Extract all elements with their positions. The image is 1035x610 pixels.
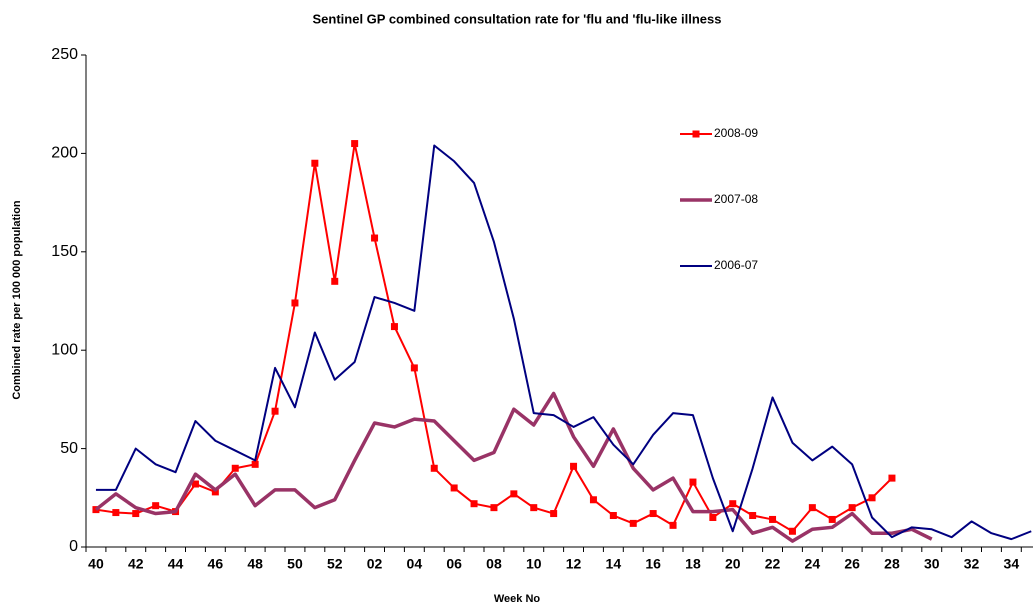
x-tick-label: 06 — [446, 556, 462, 572]
point-marker — [749, 512, 757, 520]
x-tick-label: 04 — [407, 556, 423, 572]
series-line — [95, 144, 1032, 541]
legend-label: 2007-08 — [714, 192, 758, 206]
point-marker — [769, 515, 777, 523]
x-tick-label: 10 — [526, 556, 542, 572]
point-marker — [669, 521, 677, 529]
y-tick-label: 100 — [51, 341, 78, 358]
y-tick-label: 50 — [60, 440, 78, 457]
legend-label: 2008-09 — [714, 126, 758, 140]
x-tick-label: 48 — [247, 556, 263, 572]
x-tick-label: 52 — [327, 556, 343, 572]
x-tick-label: 22 — [765, 556, 781, 572]
x-tick-label: 40 — [88, 556, 104, 572]
series-line — [95, 142, 893, 533]
x-tick-label: 24 — [805, 556, 821, 572]
point-marker — [729, 500, 737, 508]
point-marker — [888, 474, 896, 482]
x-tick-label: 30 — [924, 556, 940, 572]
point-marker — [251, 460, 259, 468]
point-marker — [788, 527, 796, 535]
y-tick-label: 150 — [51, 243, 78, 260]
legend-marker — [692, 130, 700, 138]
point-marker — [868, 494, 876, 502]
point-marker — [490, 504, 498, 512]
point-marker — [390, 323, 398, 331]
x-tick-label: 12 — [566, 556, 582, 572]
x-tick-label: 28 — [884, 556, 900, 572]
x-tick-label: 50 — [287, 556, 303, 572]
point-marker — [530, 504, 538, 512]
point-marker — [430, 464, 438, 472]
point-marker — [92, 506, 100, 514]
x-tick-label: 46 — [208, 556, 224, 572]
x-tick-label: 44 — [168, 556, 184, 572]
point-marker — [470, 500, 478, 508]
legend-label: 2006-07 — [714, 258, 758, 272]
x-tick-label: 34 — [1004, 556, 1020, 572]
point-marker — [510, 490, 518, 498]
point-marker — [191, 480, 199, 488]
point-marker — [570, 462, 578, 470]
chart-title: Sentinel GP combined consultation rate f… — [312, 11, 721, 26]
x-tick-label: 14 — [606, 556, 622, 572]
point-marker — [371, 234, 379, 242]
point-marker — [331, 277, 339, 285]
point-marker — [231, 464, 239, 472]
point-marker — [132, 510, 140, 518]
point-marker — [311, 159, 319, 167]
point-marker — [152, 502, 160, 510]
y-axis-label: Combined rate per 100 000 population — [11, 200, 23, 400]
y-tick-label: 250 — [51, 46, 78, 63]
x-tick-label: 02 — [367, 556, 383, 572]
point-marker — [709, 513, 717, 521]
point-marker — [689, 478, 697, 486]
point-marker — [550, 510, 558, 518]
x-tick-label: 08 — [486, 556, 502, 572]
point-marker — [450, 484, 458, 492]
x-tick-label: 26 — [844, 556, 860, 572]
point-marker — [291, 299, 299, 307]
x-tick-label: 32 — [964, 556, 980, 572]
x-tick-label: 20 — [725, 556, 741, 572]
point-marker — [589, 496, 597, 504]
x-tick-label: 16 — [645, 556, 661, 572]
point-marker — [211, 488, 219, 496]
y-tick-label: 200 — [51, 145, 78, 162]
point-marker — [410, 364, 418, 372]
point-marker — [271, 407, 279, 415]
series-line — [94, 391, 933, 543]
x-axis-label: Week No — [494, 593, 541, 605]
x-tick-label: 42 — [128, 556, 144, 572]
point-marker — [629, 519, 637, 527]
point-marker — [112, 509, 120, 517]
point-marker — [828, 515, 836, 523]
point-marker — [351, 140, 359, 148]
point-marker — [808, 504, 816, 512]
x-tick-label: 18 — [685, 556, 701, 572]
point-marker — [609, 512, 617, 520]
point-marker — [649, 510, 657, 518]
point-marker — [848, 504, 856, 512]
y-tick-label: 0 — [69, 538, 78, 555]
